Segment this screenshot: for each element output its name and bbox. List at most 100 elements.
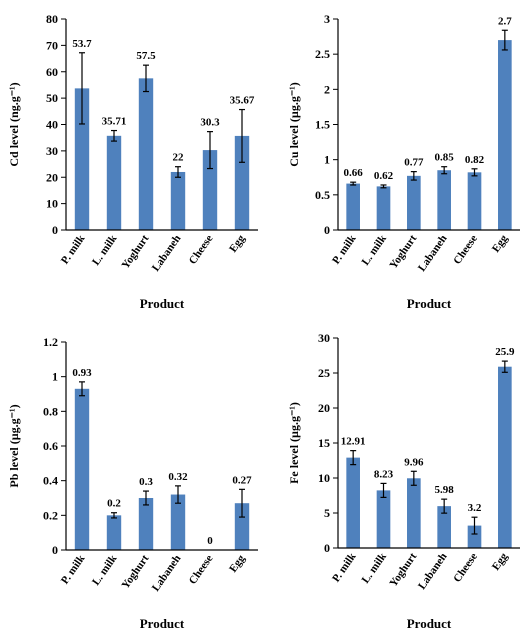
cd-y-axis-title: Cd level (ng.g⁻¹) [7, 82, 21, 166]
cd-x-axis-title: Product [140, 296, 185, 311]
cd-category-label: Cheese [187, 233, 216, 267]
fe-ytick-label: 30 [318, 331, 330, 345]
cd-ytick-label: 80 [46, 12, 58, 26]
pb-bar [138, 498, 154, 550]
pb-ytick-label: 1 [52, 370, 58, 384]
cu-ytick-label: 2 [324, 82, 330, 96]
pb-data-label: 0.3 [139, 476, 153, 488]
cu-bar [346, 183, 360, 230]
pb-ytick-label: 0 [52, 543, 58, 557]
cd-data-label: 57.5 [136, 50, 156, 62]
pb-category-label: Labaneh [150, 553, 184, 594]
cu-x-axis-title: Product [407, 296, 452, 311]
cd-bar [106, 135, 122, 230]
fe-x-axis-title: Product [407, 616, 452, 631]
cd-ytick-label: 20 [46, 170, 58, 184]
pb-category-label: P. milk [59, 552, 88, 586]
fe-y-axis-title: Fe level (µg.g⁻¹) [287, 402, 301, 484]
fe-data-label: 8.23 [374, 468, 394, 480]
cd-ytick-label: 40 [46, 118, 58, 132]
cu-category-label: Labaneh [416, 233, 450, 274]
pb-data-label: 0 [207, 535, 213, 547]
pb-bar [234, 503, 250, 550]
pb-category-label: Cheese [187, 553, 216, 587]
cd-ytick-label: 60 [46, 65, 58, 79]
pb-category-label: Egg [227, 552, 248, 574]
cd-ytick-label: 10 [46, 197, 58, 211]
fe-category-label: Labaneh [416, 551, 450, 592]
fe-data-label: 9.96 [404, 456, 424, 468]
fe-ytick-label: 20 [318, 401, 330, 415]
pb-category-label: L. milk [90, 552, 120, 588]
pb-y-axis-title: Pb level (µg.g⁻¹) [7, 404, 21, 487]
pb-bar [74, 388, 90, 550]
cd-data-label: 22 [173, 152, 185, 164]
cu-data-label: 2.7 [498, 15, 512, 27]
cu-data-label: 0.77 [404, 157, 424, 169]
fe-category-label: Yoghurt [387, 551, 419, 590]
cu-data-label: 0.62 [374, 170, 394, 182]
fe-ytick-label: 10 [318, 471, 330, 485]
cd-data-label: 35.71 [102, 116, 127, 128]
cu-ytick-label: 2.5 [315, 47, 330, 61]
cd-category-label: L. milk [90, 232, 120, 268]
cu-data-label: 0.85 [435, 152, 455, 164]
cu-bar [376, 186, 391, 230]
pb-ytick-label: 0.4 [43, 474, 58, 488]
cd-ytick-label: 0 [52, 223, 58, 237]
cd-ytick-label: 70 [46, 38, 58, 52]
cd-bar [202, 150, 218, 230]
fe-data-label: 5.98 [435, 484, 455, 496]
pb-data-label: 0.27 [232, 474, 252, 486]
cd-category-label: P. milk [59, 232, 88, 266]
pb-ytick-label: 0.8 [43, 404, 58, 418]
cd-ytick-label: 50 [46, 91, 58, 105]
fe-data-label: 3.2 [468, 502, 482, 514]
cu-chart: 0 0.5 1 1.5 2 2.5 3 0.66 P. milk 0.62 L. milk 0.77 Y… [287, 12, 520, 311]
fe-bar [376, 490, 391, 548]
pb-bar [106, 515, 122, 550]
cu-ytick-label: 1.5 [315, 118, 330, 132]
cu-bar [467, 172, 482, 230]
cd-category-label: Yoghurt [120, 233, 152, 272]
cd-chart: 0 10 20 30 40 50 60 70 80 53.7 P. milk 35.71 L. milk… [7, 12, 258, 311]
pb-chart: 0 0.2 0.4 0.6 0.8 1 1.2 0.93 P. milk 0.2 L. milk 0.… [7, 335, 258, 631]
fe-bar [346, 457, 360, 548]
fe-bar [437, 506, 451, 548]
pb-bar [170, 494, 186, 550]
cu-bar [437, 170, 451, 230]
fe-ytick-label: 15 [318, 436, 330, 450]
fe-ytick-label: 25 [318, 366, 330, 380]
pb-data-label: 0.32 [168, 471, 188, 483]
cu-data-label: 0.82 [465, 154, 485, 166]
fe-category-label: P. milk [330, 550, 359, 584]
cd-bar [170, 171, 186, 230]
cd-bar [234, 135, 250, 230]
cd-data-label: 30.3 [200, 117, 220, 129]
cu-category-label: L. milk [359, 232, 389, 268]
cu-ytick-label: 3 [324, 12, 330, 26]
cd-ytick-label: 30 [46, 144, 58, 158]
pb-x-axis-title: Product [140, 616, 185, 631]
fe-data-label: 25.9 [495, 346, 515, 358]
pb-data-label: 0.93 [72, 367, 92, 379]
fe-bar [498, 366, 512, 548]
fe-ytick-label: 0 [324, 541, 330, 555]
fe-ytick-label: 5 [324, 506, 330, 520]
cd-data-label: 53.7 [72, 38, 92, 50]
cu-ytick-label: 0 [324, 223, 330, 237]
pb-ytick-label: 1.2 [43, 335, 58, 349]
cu-ytick-label: 1 [324, 153, 330, 167]
cd-category-label: Labaneh [150, 233, 184, 274]
cu-category-label: Yoghurt [387, 233, 419, 272]
fe-category-label: L. milk [359, 550, 389, 586]
pb-ytick-label: 0.2 [43, 508, 58, 522]
cu-bar [498, 40, 512, 230]
cu-data-label: 0.66 [344, 167, 364, 179]
cd-category-label: Egg [227, 232, 248, 254]
cu-category-label: P. milk [330, 232, 359, 266]
cd-bar [138, 78, 154, 230]
fe-chart: 0 5 10 15 20 25 30 12.91 P. milk 8.23 L. milk 9.96 Y… [287, 331, 520, 631]
fe-bar [407, 478, 421, 548]
